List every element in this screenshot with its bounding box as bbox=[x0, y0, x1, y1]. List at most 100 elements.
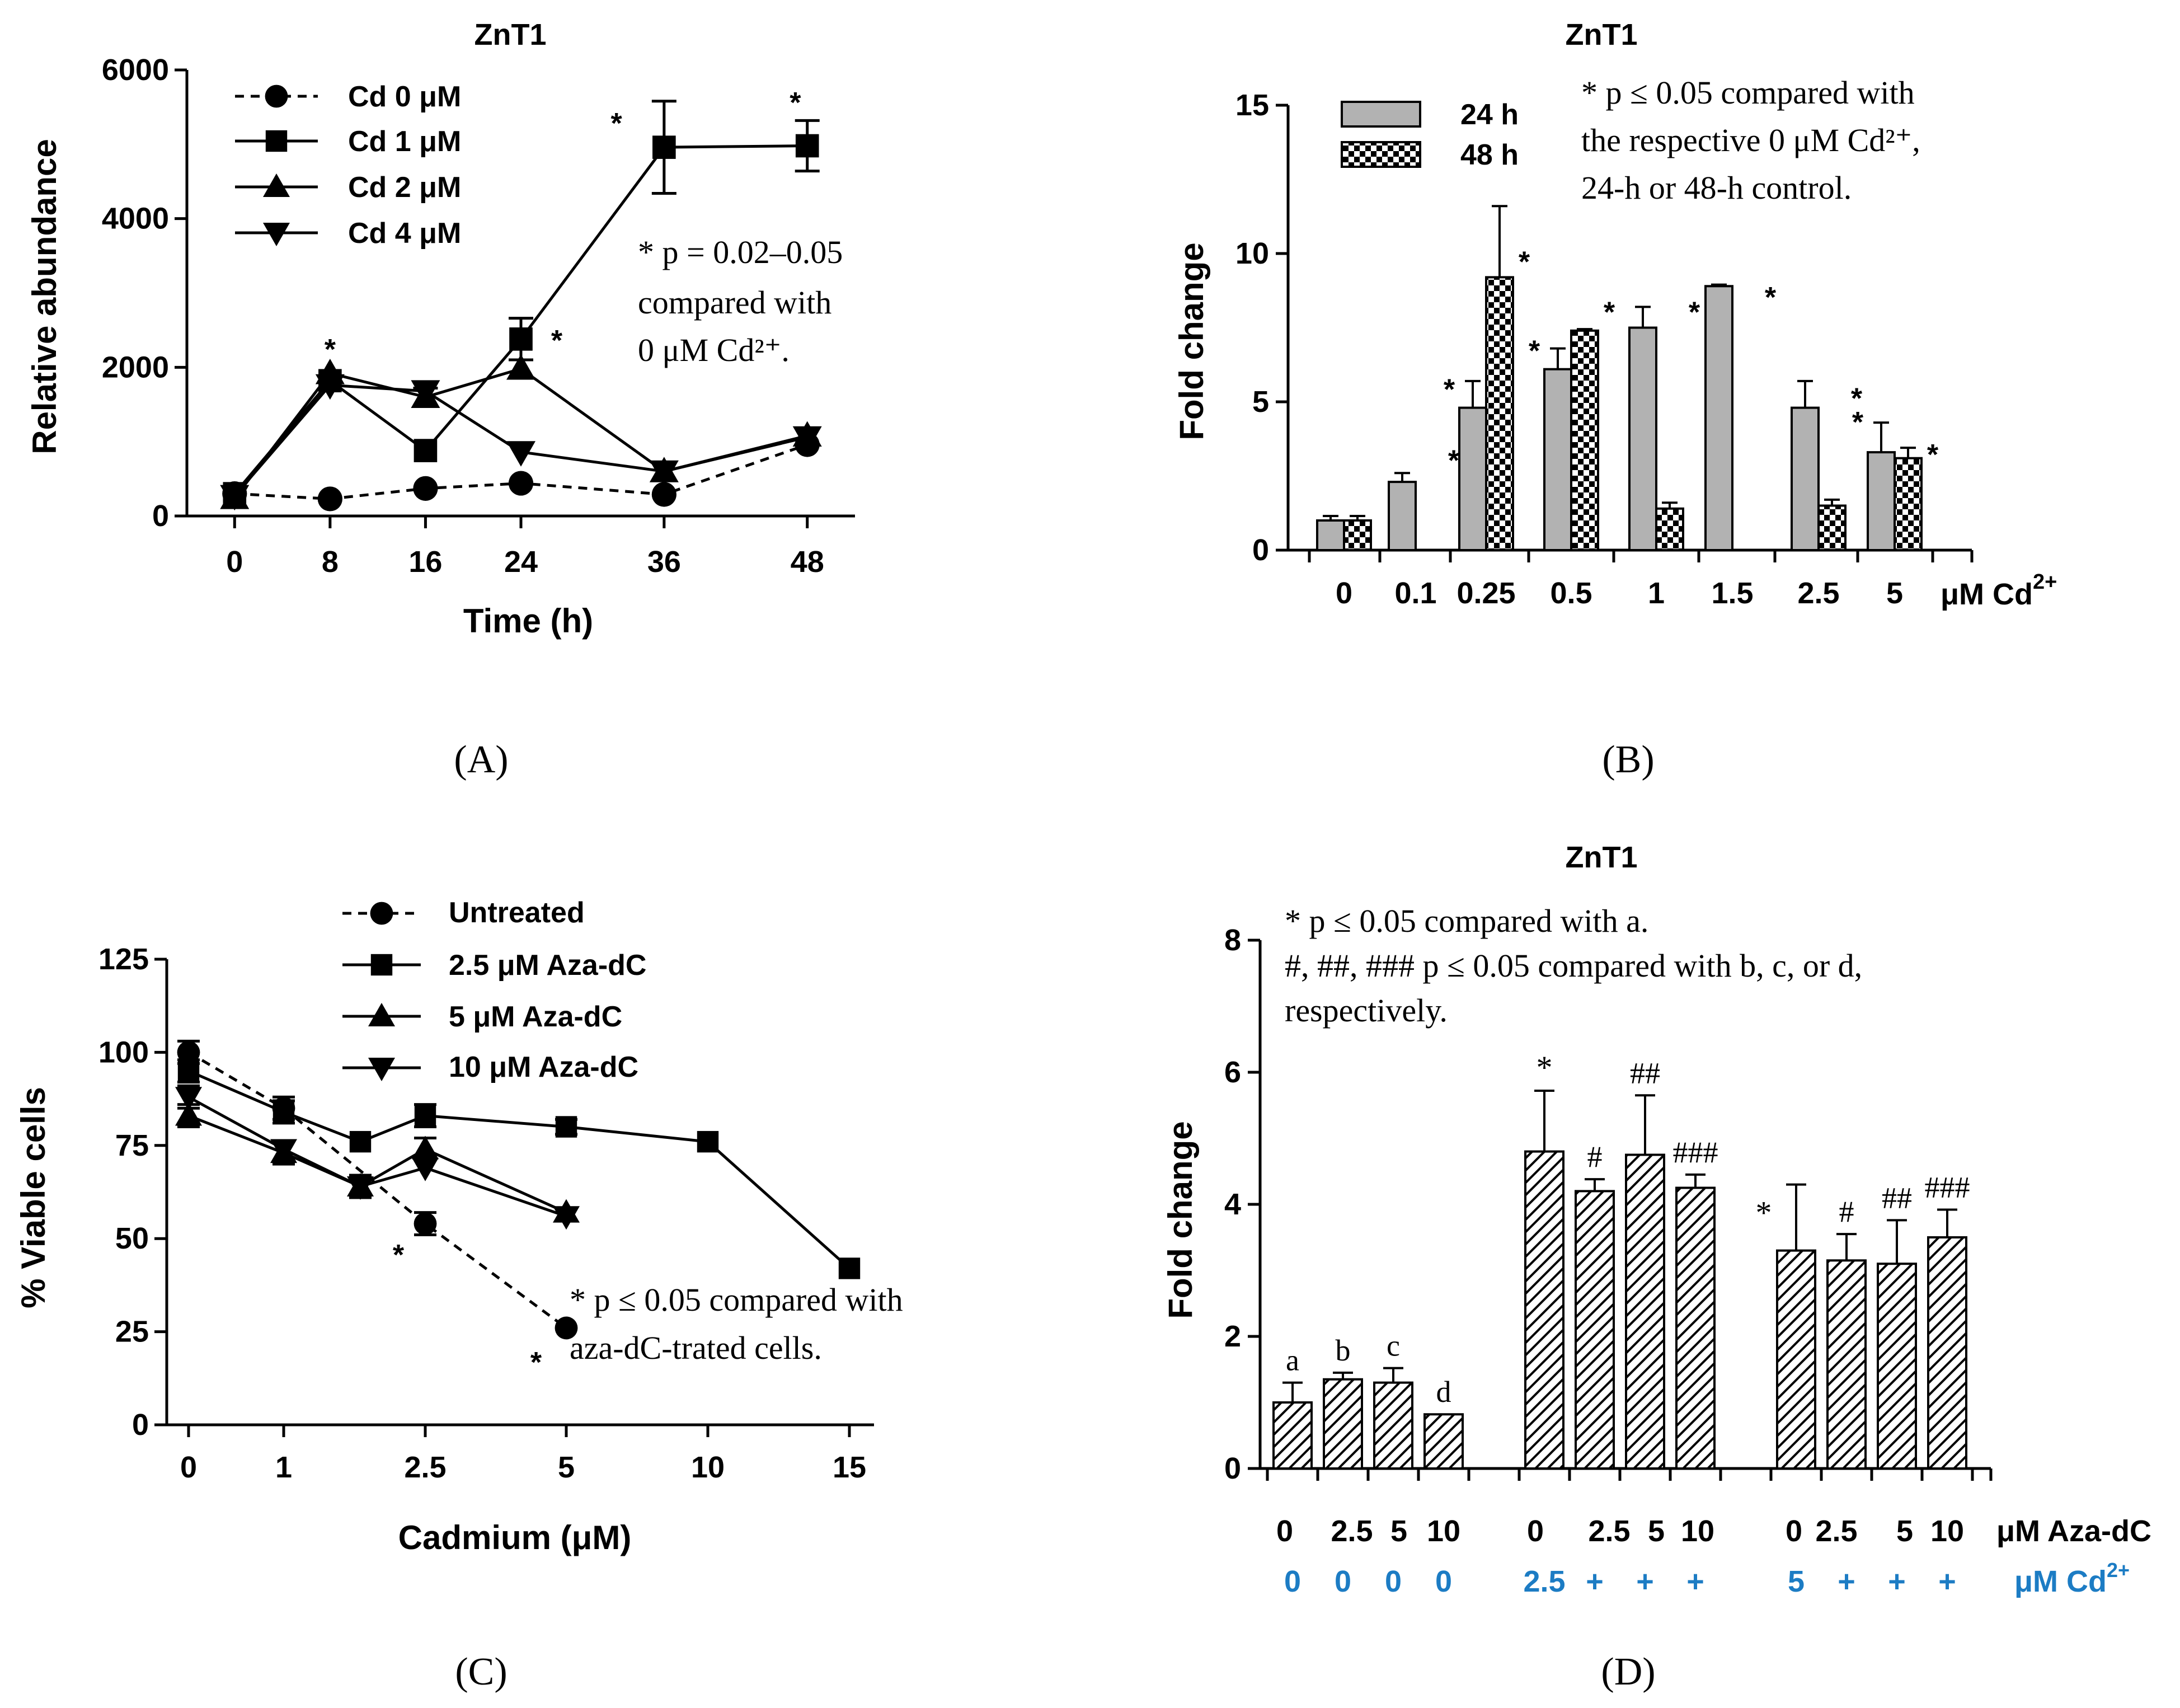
chart-b-xtick: 1.5 bbox=[1711, 576, 1753, 610]
cd-dose: + bbox=[1586, 1565, 1604, 1598]
chart-a-stars: * * * * bbox=[325, 87, 802, 366]
chart-b-xtick: 2.5 bbox=[1797, 576, 1839, 610]
significance-star: * bbox=[1529, 335, 1540, 368]
chart-a-xtick: 36 bbox=[647, 545, 681, 579]
bar bbox=[1323, 1378, 1363, 1470]
chart-a-xtick: 0 bbox=[226, 545, 243, 579]
chart-a-legend: Cd 0 μM Cd 1 μM Cd 2 μM Cd 4 μM bbox=[235, 81, 461, 250]
chart-b-ytick: 15 bbox=[1235, 88, 1269, 122]
chart-c-ytick: 125 bbox=[98, 942, 149, 976]
legend-label: Cd 0 μM bbox=[348, 81, 461, 113]
series-line-3 bbox=[233, 383, 808, 497]
chart-d-ytick: 0 bbox=[1224, 1452, 1241, 1485]
significance-star: * bbox=[1851, 382, 1863, 415]
chart-d-ytick: 2 bbox=[1224, 1320, 1241, 1353]
cd-dose: 0 bbox=[1335, 1565, 1351, 1598]
chart-c-stars: * * bbox=[393, 1239, 542, 1379]
significance-star: * bbox=[530, 1346, 542, 1379]
chart-a-title: ZnT1 bbox=[474, 18, 547, 51]
chart-a-axes bbox=[175, 68, 855, 528]
data-point bbox=[508, 471, 534, 496]
significance-star: * bbox=[1765, 281, 1777, 314]
significance-star: * bbox=[1689, 297, 1700, 329]
chart-b-xtick: 5 bbox=[1886, 576, 1903, 610]
bar bbox=[1826, 1259, 1867, 1470]
chart-d-bar-labels: a b cd*######* # ## ### bbox=[1286, 1049, 1970, 1409]
chart-a-ticks: 0 2000 4000 6000 0 8 16 24 36 48 bbox=[102, 53, 824, 579]
series-line-1 bbox=[233, 144, 807, 495]
legend-swatch-24h bbox=[1341, 101, 1421, 128]
chart-c-xtick: 5 bbox=[558, 1451, 575, 1484]
bar-48h bbox=[1570, 329, 1599, 551]
bar-label: ### bbox=[1673, 1135, 1718, 1169]
data-point bbox=[177, 1041, 200, 1064]
note-line: * p ≤ 0.05 compared with a. bbox=[1285, 903, 1648, 939]
bar-48h bbox=[1817, 504, 1847, 551]
bar-24h bbox=[1388, 481, 1417, 551]
significance-star: * bbox=[1444, 374, 1455, 406]
chart-a-ytick: 4000 bbox=[102, 202, 169, 236]
chart-b-xtick: 0.25 bbox=[1457, 576, 1515, 610]
data-point bbox=[509, 327, 533, 351]
cd-dose: 0 bbox=[1435, 1565, 1452, 1598]
chart-d-ticks: 0 2 4 6 8 bbox=[1224, 923, 1241, 1485]
significance-star: * bbox=[790, 87, 801, 119]
aza-dose: 10 bbox=[1930, 1514, 1964, 1548]
chart-c-xtick: 10 bbox=[691, 1451, 725, 1484]
chart-b-title: ZnT1 bbox=[1566, 18, 1638, 51]
data-point bbox=[838, 1257, 861, 1279]
cd-dose: + bbox=[1636, 1565, 1654, 1598]
significance-star: * bbox=[1852, 406, 1864, 439]
chart-c-ytick: 100 bbox=[98, 1035, 149, 1069]
bar-24h bbox=[1867, 451, 1896, 551]
note-line: 24-h or 48-h control. bbox=[1581, 170, 1852, 206]
cd-dose: + bbox=[1686, 1565, 1704, 1598]
bar-label: # bbox=[1587, 1140, 1603, 1174]
panel-c: % Viable cells Cadmium (μM) 0 25 50 75 1… bbox=[15, 897, 903, 1693]
chart-a-note: * p = 0.02–0.05 compared with 0 μM Cd²⁺. bbox=[638, 234, 843, 368]
cd-dose: 0 bbox=[1284, 1565, 1301, 1598]
chart-a-ytick: 2000 bbox=[102, 350, 169, 384]
aza-dose: 5 bbox=[1896, 1514, 1913, 1548]
data-point bbox=[177, 1060, 200, 1082]
series-line-3 bbox=[187, 1096, 567, 1218]
bar-24h bbox=[1316, 519, 1345, 551]
data-point bbox=[414, 1212, 437, 1235]
aza-dose: 5 bbox=[1390, 1514, 1407, 1548]
chart-d-ylabel: Fold change bbox=[1162, 1121, 1199, 1318]
aza-dose: 2.5 bbox=[1588, 1514, 1630, 1548]
chart-c-ticks: 0 25 50 75 100 125 0 1 2.5 5 10 15 bbox=[98, 942, 866, 1484]
bar-label: ### bbox=[1925, 1170, 1970, 1204]
note-line: * p = 0.02–0.05 bbox=[638, 234, 843, 270]
chart-c-ytick: 50 bbox=[115, 1222, 149, 1255]
note-line: 0 μM Cd²⁺. bbox=[638, 332, 790, 368]
chart-d-cd-unit: μM Cd2+ bbox=[2014, 1559, 2130, 1598]
significance-star: * bbox=[551, 325, 563, 357]
chart-c-ylabel: % Viable cells bbox=[15, 1087, 52, 1308]
chart-a-xlabel: Time (h) bbox=[463, 602, 593, 640]
bar-label: b bbox=[1336, 1334, 1351, 1367]
chart-a-ytick: 0 bbox=[152, 499, 169, 533]
bar-24h bbox=[1791, 406, 1820, 551]
chart-d-aza-unit: μM Aza-dC bbox=[1996, 1514, 2151, 1548]
chart-b-ytick: 5 bbox=[1252, 385, 1269, 419]
data-point bbox=[795, 134, 819, 158]
legend-marker bbox=[370, 902, 393, 925]
legend-label: 10 μM Aza-dC bbox=[449, 1051, 638, 1083]
data-point bbox=[411, 380, 440, 406]
significance-star: * bbox=[393, 1239, 405, 1271]
legend-marker bbox=[368, 1058, 395, 1081]
data-point bbox=[652, 135, 676, 159]
data-point bbox=[649, 460, 679, 486]
bar-48h bbox=[1894, 457, 1923, 552]
data-point bbox=[315, 374, 345, 400]
significance-star: * bbox=[1519, 246, 1530, 279]
data-point bbox=[555, 1316, 578, 1340]
chart-a-xtick: 8 bbox=[322, 545, 339, 579]
legend-marker bbox=[263, 223, 290, 246]
data-point bbox=[413, 476, 438, 501]
aza-dose: 0 bbox=[1276, 1514, 1293, 1548]
chart-d-title: ZnT1 bbox=[1566, 841, 1638, 874]
panel-a: ZnT1 Relative abundance Time (h) 0 2000 … bbox=[26, 18, 855, 781]
